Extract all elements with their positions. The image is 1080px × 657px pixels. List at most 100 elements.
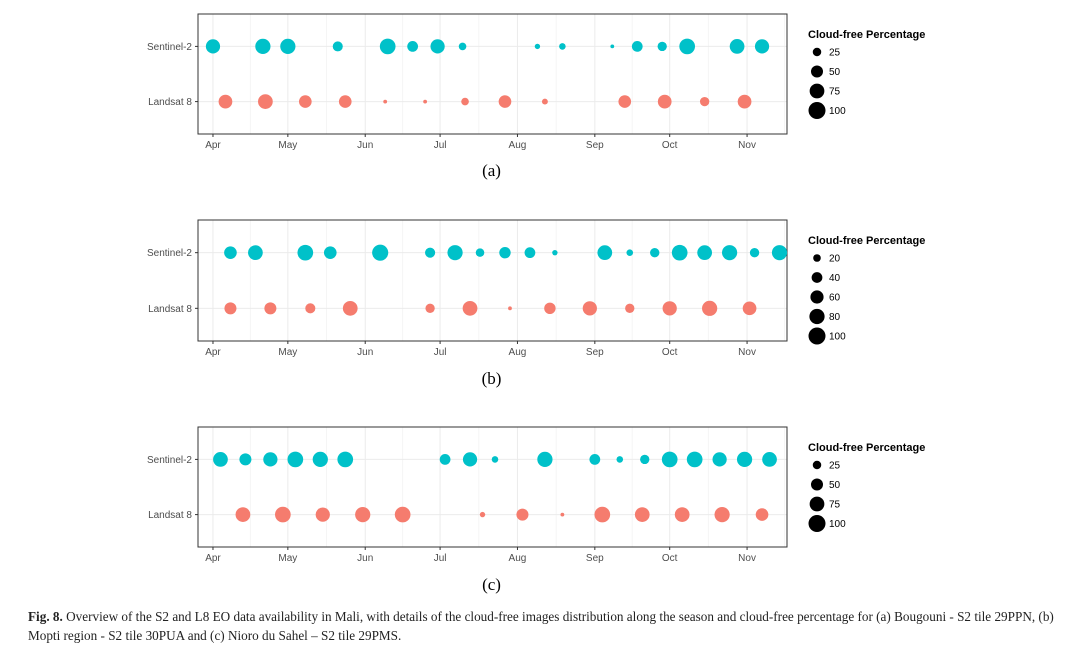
data-point — [650, 248, 660, 258]
data-point — [714, 506, 730, 523]
data-point — [337, 451, 354, 468]
data-point — [634, 507, 650, 522]
y-tick-label: Sentinel-2 — [147, 455, 192, 466]
data-point — [263, 452, 278, 467]
data-point — [749, 248, 760, 258]
data-point — [498, 95, 512, 108]
y-tick-label: Landsat 8 — [148, 304, 192, 315]
data-point — [458, 42, 467, 51]
data-point — [430, 39, 445, 54]
plot-border — [197, 219, 788, 342]
legend-title: Cloud-free Percentage — [808, 29, 925, 41]
data-point — [280, 38, 296, 55]
data-point — [508, 306, 512, 311]
data-point — [661, 451, 678, 468]
legend-key — [810, 478, 824, 491]
legend-key — [808, 327, 826, 345]
legend-label: 50 — [829, 67, 841, 78]
x-tick-label: Jul — [434, 140, 447, 151]
grid-lines — [198, 220, 787, 341]
legend-key — [809, 308, 825, 325]
data-point — [699, 96, 710, 107]
size-legend: Cloud-free Percentage 25 50 75 100 — [808, 442, 925, 532]
data-point — [712, 452, 727, 467]
data-point — [640, 454, 650, 465]
data-point — [721, 245, 738, 261]
data-point — [461, 97, 469, 106]
x-tick-label: Apr — [205, 553, 221, 564]
data-point — [287, 451, 304, 468]
data-point — [275, 506, 291, 523]
data-point — [423, 99, 428, 104]
data-point — [762, 452, 777, 467]
y-tick-label: Sentinel-2 — [147, 42, 192, 53]
data-point — [662, 301, 677, 316]
data-point — [736, 451, 753, 468]
series-landsat-8 — [224, 300, 757, 316]
legend-key — [813, 254, 821, 262]
data-point — [544, 302, 556, 315]
size-legend: Cloud-free Percentage 20 40 60 80 100 — [808, 235, 925, 345]
data-point — [462, 452, 478, 467]
legend-key — [809, 83, 825, 99]
data-point — [541, 98, 548, 105]
legend-key — [812, 460, 822, 470]
legend-label: 25 — [829, 48, 841, 59]
data-point — [258, 94, 273, 109]
data-point — [754, 39, 770, 54]
legend-title: Cloud-free Percentage — [808, 442, 925, 454]
data-point — [248, 245, 263, 261]
legend-key — [810, 290, 824, 304]
data-point — [616, 456, 624, 463]
x-tick-label: Apr — [205, 140, 221, 151]
data-point — [224, 302, 237, 315]
x-tick-label: Nov — [738, 140, 756, 151]
x-tick-label: Apr — [205, 347, 221, 358]
chart-panel-2: Sentinel-2 Landsat 8 Apr May Jun Jul Aug Sep Oct… — [147, 219, 925, 388]
data-point — [299, 95, 312, 108]
data-point — [305, 303, 316, 314]
data-point — [239, 453, 252, 466]
data-point — [235, 507, 251, 522]
data-point — [610, 44, 615, 49]
legend-label: 100 — [829, 332, 846, 343]
x-tick-label: Jun — [357, 140, 373, 151]
legend-key — [808, 102, 826, 119]
plot-border — [197, 13, 788, 135]
data-point — [224, 246, 237, 259]
series-landsat-8 — [235, 506, 769, 523]
data-point — [315, 507, 330, 522]
data-point — [323, 246, 337, 259]
size-legend: Cloud-free Percentage 25 50 75 100 — [808, 29, 925, 119]
grid-lines — [198, 14, 787, 134]
data-point — [589, 454, 601, 465]
data-point — [479, 511, 486, 518]
data-point — [394, 506, 411, 523]
data-point — [264, 302, 277, 315]
legend-title: Cloud-free Percentage — [808, 235, 925, 247]
data-point — [379, 38, 396, 55]
legend-label: 25 — [829, 461, 841, 472]
data-point — [332, 41, 343, 52]
data-point — [626, 249, 634, 256]
data-point — [537, 451, 553, 468]
panel-label: (c) — [482, 575, 501, 594]
data-point — [594, 506, 611, 523]
y-tick-label: Landsat 8 — [148, 97, 192, 108]
x-tick-label: Oct — [662, 347, 678, 358]
data-point — [674, 507, 690, 522]
legend-label: 80 — [829, 312, 841, 323]
data-point — [552, 249, 558, 256]
data-point — [516, 508, 529, 521]
legend-key — [812, 47, 822, 57]
x-tick-label: Oct — [662, 140, 678, 151]
caption-label: Fig. 8. — [28, 609, 63, 624]
data-point — [462, 300, 478, 316]
data-point — [657, 41, 667, 52]
caption-text: Overview of the S2 and L8 EO data availa… — [28, 609, 1054, 643]
data-point — [491, 456, 499, 463]
figure: Sentinel-2 Landsat 8 Apr May Jun Jul Aug Sep Oct… — [147, 13, 925, 594]
x-tick-label: Jul — [434, 553, 447, 564]
chart-panel-1: Sentinel-2 Landsat 8 Apr May Jun Jul Aug Sep Oct… — [147, 13, 925, 180]
x-tick-label: Sep — [586, 347, 604, 358]
